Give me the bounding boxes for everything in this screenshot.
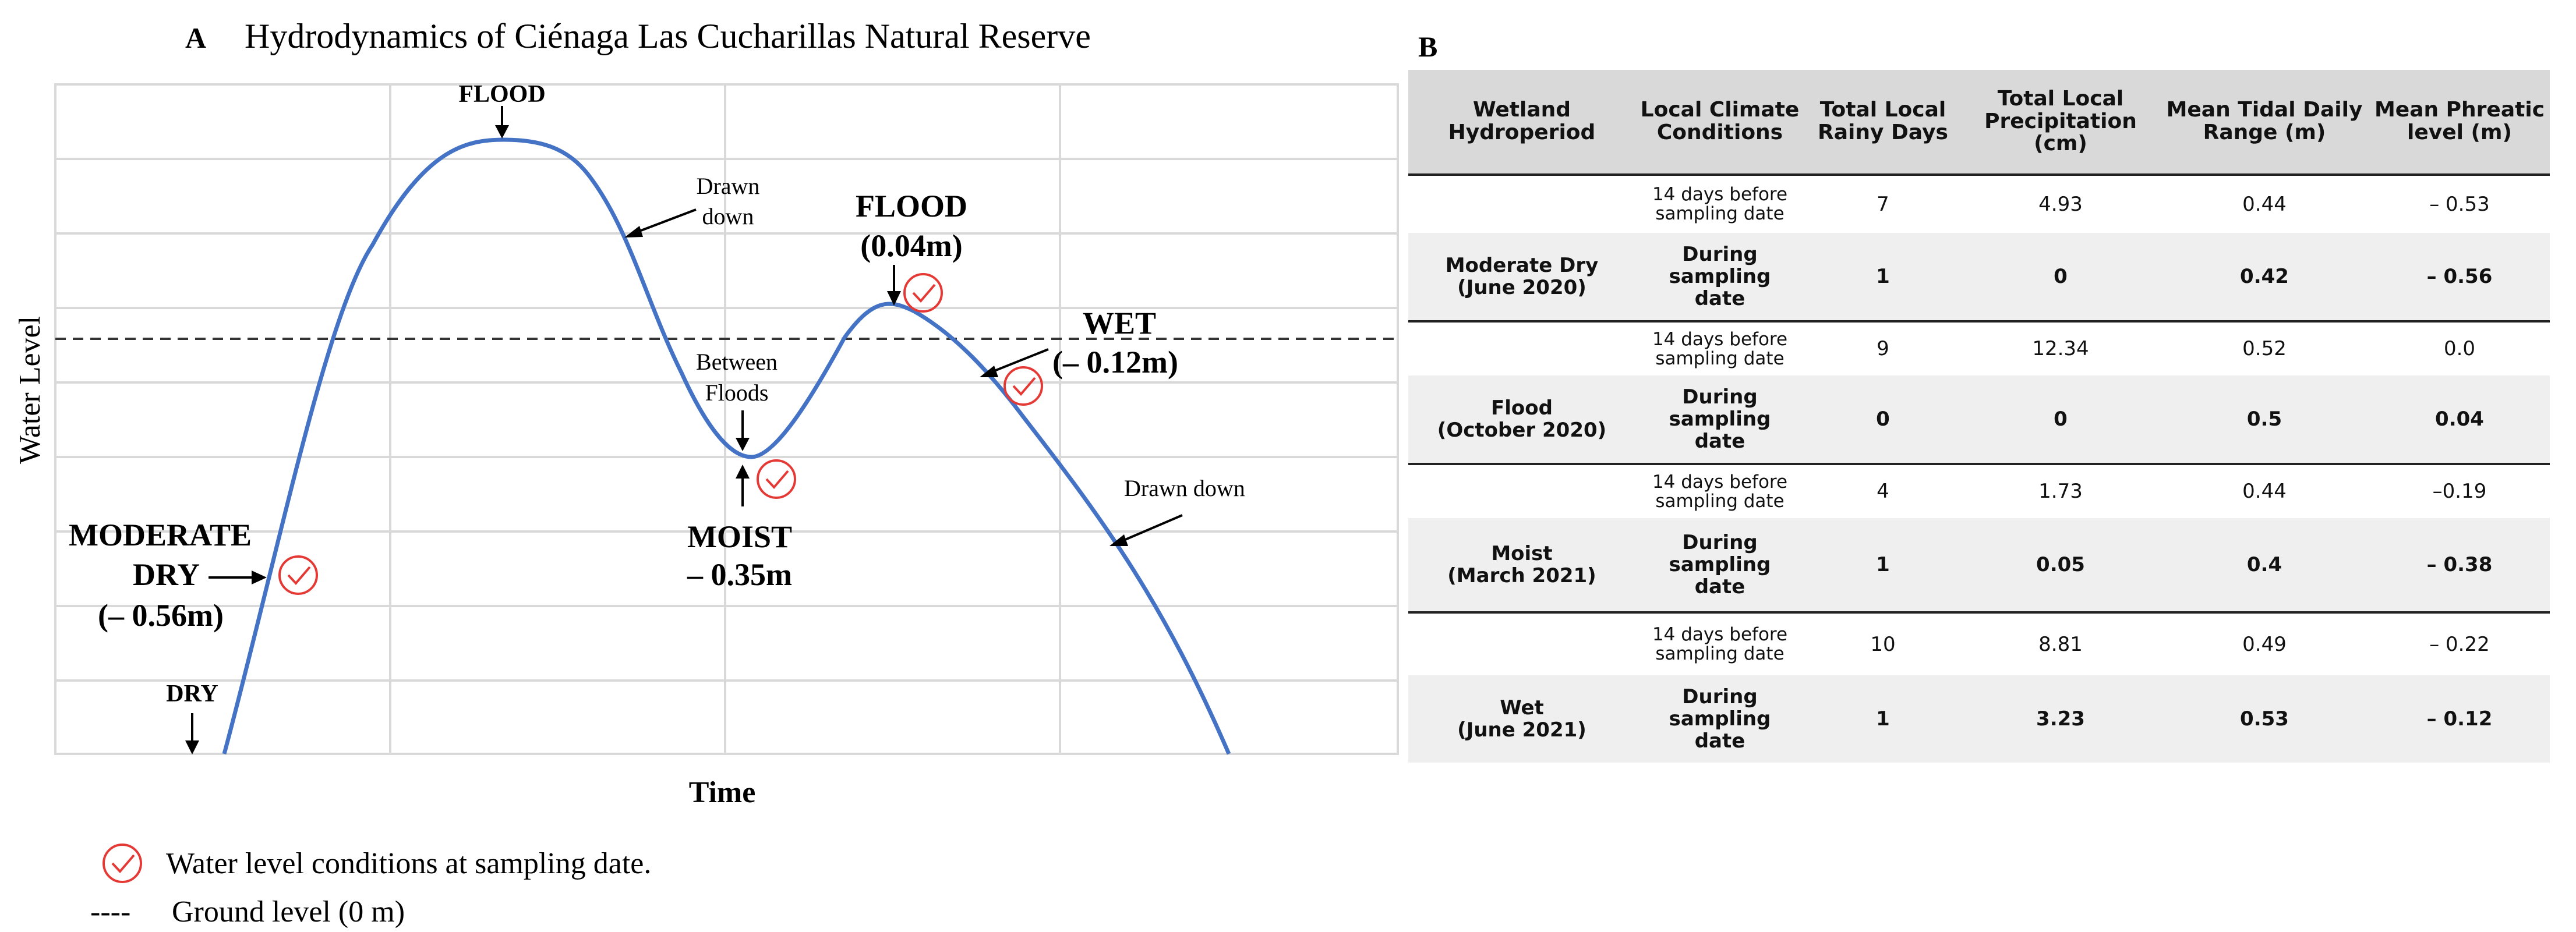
cell-precipitation: 0 [2054,264,2068,288]
cell-condition: 14 days before sampling date [1652,471,1788,512]
x-axis-label: Time [689,776,756,809]
cell-precipitation: 4.93 [2038,192,2083,216]
cell-rainy-days: 1 [1876,264,1890,288]
cell-hydroperiod: Wet (June 2021) [1457,696,1586,742]
sampling-marker-icon [1003,366,1043,406]
cell-tidal-range: 0.49 [2242,632,2287,656]
moderate-label: MODERATE [69,518,252,552]
legend-ground-text: Ground level (0 m) [172,895,405,929]
legend-sampling-text: Water level conditions at sampling date. [166,847,651,880]
row-shade [1408,375,2550,463]
legend-sampling-icon [103,844,142,883]
cell-condition: 14 days before sampling date [1652,624,1788,664]
legend: Water level conditions at sampling date.… [90,844,651,929]
cell-tidal-range: 0.4 [2246,552,2282,576]
cell-condition: During sampling date [1669,530,1771,599]
drawn-down-1-label-a: Drawn [697,173,760,199]
sampling-marker-icon [757,459,796,499]
cell-precipitation: 1.73 [2038,480,2083,504]
cell-condition: 14 days before sampling date [1652,328,1788,369]
legend-ground-symbol: ---- [90,895,130,929]
cell-tidal-range: 0.52 [2242,337,2287,361]
sampling-marker-icon [278,555,318,595]
row-shade [1408,233,2550,320]
cell-tidal-range: 0.44 [2242,480,2287,504]
header-rule [1408,173,2550,176]
table-header: Wetland Hydroperiod Local Climate Condit… [1408,70,2550,173]
drawn-down-1-label-b: down [702,203,754,229]
row-shade [1408,675,2550,763]
wet-value: (– 0.12m) [1052,345,1178,380]
cell-precipitation: 0.05 [2036,552,2085,576]
cell-rainy-days: 0 [1876,407,1890,431]
sampling-marker-icon [903,273,943,313]
grid-lines [55,84,1398,754]
cell-condition: During sampling date [1669,385,1771,453]
panel-a-title: Hydrodynamics of Ciénaga Las Cucharillas… [245,17,1091,55]
annotations: FLOOD Drawn down FLOOD (0.04m) WET (– 0.… [69,81,1245,754]
cell-tidal-range: 0.5 [2246,407,2282,431]
cell-condition: 14 days before sampling date [1652,184,1788,224]
header-precipitation: Total Local Precipitation (cm) [1984,86,2137,156]
cell-rainy-days: 10 [1870,632,1896,656]
moist-label: MOIST [687,519,792,554]
cell-condition: During sampling date [1669,242,1771,311]
cell-tidal-range: 0.44 [2242,192,2287,216]
moderate-dry-label: DRY [133,557,200,592]
cell-precipitation: 0 [2054,407,2068,431]
flood-2-value: (0.04m) [860,228,962,263]
cell-rainy-days: 1 [1876,552,1890,576]
cell-phreatic: –0.19 [2432,480,2487,504]
moderate-value: (– 0.56m) [98,598,224,633]
header-tidal-range: Mean Tidal Daily Range (m) [2166,98,2363,144]
flood-peak-label: FLOOD [458,81,545,108]
flood-2-label: FLOOD [856,189,967,224]
y-axis-label: Water Level [13,316,47,464]
cell-precipitation: 12.34 [2032,337,2089,361]
panel-b-letter: B [1418,30,1437,63]
cell-precipitation: 8.81 [2038,632,2083,656]
cell-phreatic: 0.0 [2443,337,2476,361]
between-floods-label-b: Floods [705,380,769,406]
cell-tidal-range: 0.53 [2240,707,2289,731]
header-phreatic: Mean Phreatic level (m) [2374,98,2545,144]
moist-value: – 0.35m [687,557,792,592]
between-floods-label-a: Between [696,349,778,375]
header-climate: Local Climate Conditions [1640,98,1800,144]
sampling-markers [278,273,1043,595]
cell-phreatic: – 0.56 [2426,264,2493,288]
wet-label: WET [1083,306,1156,341]
header-rainy-days: Total Local Rainy Days [1818,98,1948,144]
cell-rainy-days: 4 [1877,480,1889,504]
cell-phreatic: – 0.22 [2429,632,2490,656]
cell-hydroperiod: Moderate Dry (June 2020) [1445,253,1599,299]
group-rule [1408,320,2550,323]
cell-phreatic: – 0.53 [2429,192,2490,216]
cell-precipitation: 3.23 [2036,707,2085,731]
hydroperiod-table: Wetland Hydroperiod Local Climate Condit… [1408,70,2550,763]
cell-rainy-days: 9 [1877,337,1889,361]
cell-phreatic: 0.04 [2435,407,2484,431]
hydroperiod-curve [222,137,1231,755]
drawn-down-2-label: Drawn down [1124,475,1245,501]
cell-tidal-range: 0.42 [2240,264,2289,288]
cell-rainy-days: 1 [1876,707,1890,731]
group-rule [1408,611,2550,614]
cell-phreatic: – 0.38 [2426,552,2493,576]
group-rule [1408,463,2550,465]
cell-rainy-days: 7 [1877,192,1889,216]
cell-condition: During sampling date [1669,685,1771,753]
row-shade [1408,518,2550,611]
dry-start-label: DRY [166,681,218,707]
cell-hydroperiod: Flood (October 2020) [1437,396,1607,442]
header-hydroperiod: Wetland Hydroperiod [1448,98,1596,144]
cell-hydroperiod: Moist (March 2021) [1447,541,1596,587]
cell-phreatic: – 0.12 [2426,707,2493,731]
panel-a-letter: A [185,22,206,54]
plot-area [54,83,1399,755]
